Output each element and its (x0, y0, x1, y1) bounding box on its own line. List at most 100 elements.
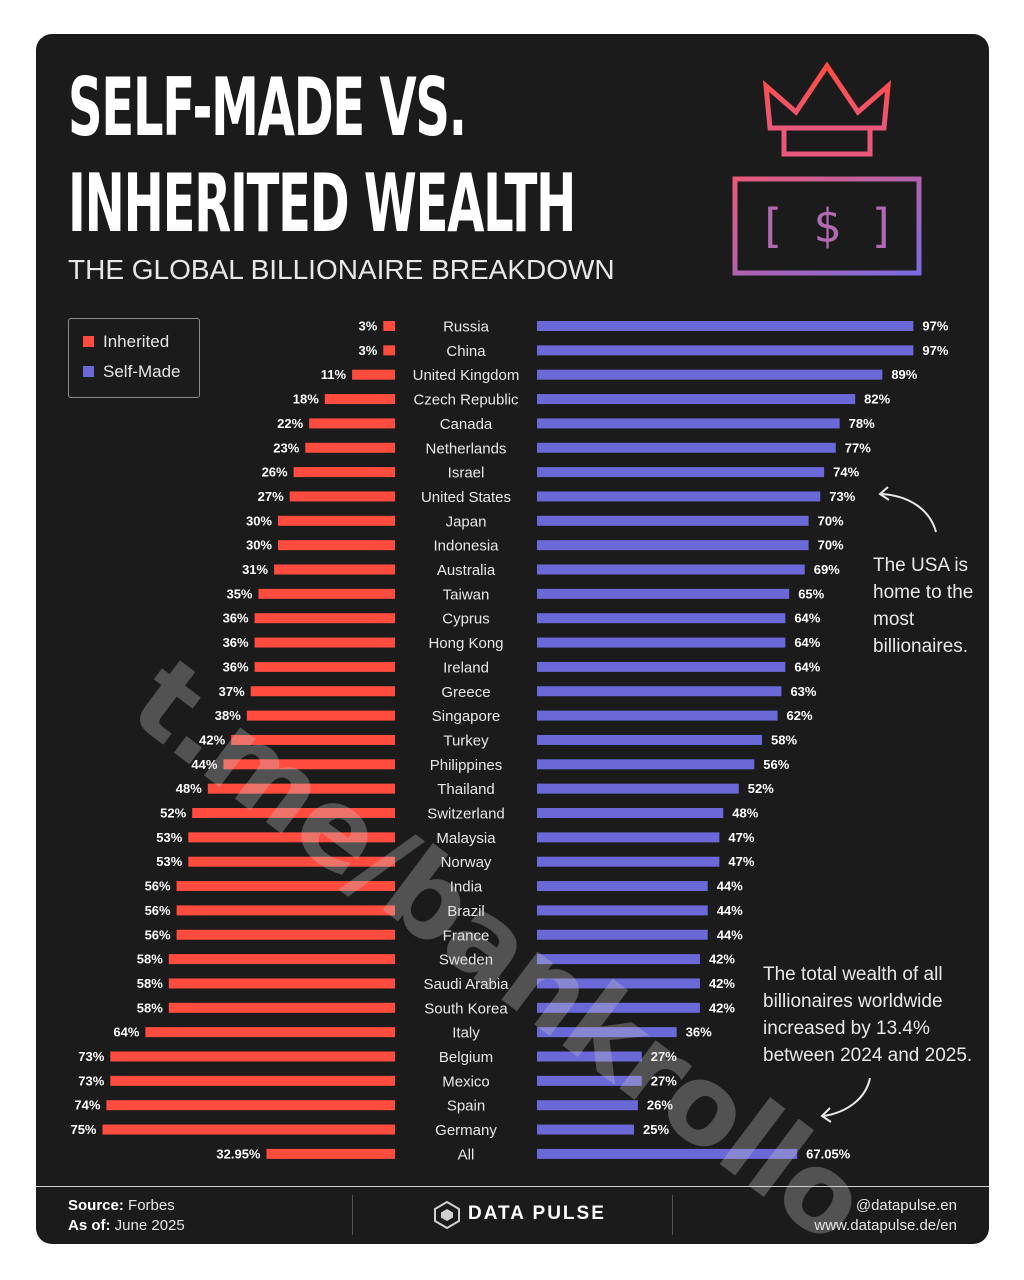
chart-row: 58% 42% South Korea (137, 1000, 736, 1017)
footer-source: Source: Forbes (68, 1197, 175, 1214)
bar-inherited (168, 1002, 395, 1013)
source-value: Forbes (128, 1197, 175, 1214)
bar-inherited (168, 978, 395, 989)
data-label-inherited: 3% (359, 319, 378, 334)
category-label: Saudi Arabia (423, 976, 509, 993)
category-label: Turkey (443, 732, 489, 749)
data-label-inherited: 58% (137, 1000, 163, 1015)
bar-inherited (207, 783, 395, 794)
bar-self-made (537, 442, 836, 453)
data-label-self-made: 56% (763, 757, 789, 772)
data-label-self-made: 67.05% (806, 1146, 851, 1161)
category-label: United Kingdom (413, 367, 520, 384)
bar-inherited (110, 1075, 396, 1086)
category-label: China (446, 343, 486, 360)
footer-website[interactable]: www.datapulse.de/en (814, 1217, 957, 1234)
bar-self-made (537, 978, 700, 989)
category-label: Russia (443, 319, 490, 336)
legend-item-inherited: Inherited (83, 332, 169, 352)
data-label-inherited: 73% (78, 1049, 104, 1064)
category-label: Japan (446, 513, 487, 530)
data-label-self-made: 47% (728, 830, 754, 845)
bar-inherited (176, 881, 395, 892)
legend-swatch-self-made (83, 366, 94, 377)
category-label: Greece (441, 684, 490, 701)
footer-divider-right (672, 1195, 673, 1235)
data-label-inherited: 44% (191, 757, 217, 772)
legend-item-self-made: Self-Made (83, 362, 180, 382)
chart-row: 27% 73% United States (258, 489, 856, 506)
bar-self-made (537, 783, 739, 794)
data-label-inherited: 52% (160, 806, 186, 821)
category-label: South Korea (424, 1000, 508, 1017)
data-label-inherited: 22% (277, 416, 303, 431)
chart-row: 75% 25% Germany (70, 1122, 669, 1139)
chart-row: 26% 74% Israel (262, 465, 860, 482)
data-label-self-made: 97% (922, 343, 948, 358)
data-label-inherited: 56% (145, 927, 171, 942)
bar-inherited (305, 442, 395, 453)
data-label-inherited: 37% (219, 684, 245, 699)
chart-row: 36% 64% Hong Kong (223, 635, 821, 652)
data-label-inherited: 56% (145, 879, 171, 894)
data-label-inherited: 35% (226, 586, 252, 601)
butterfly-bar-chart: 3% 97% Russia 3% 97% China 11% 89% United Kingdo… (70, 319, 949, 1164)
bar-inherited (309, 418, 395, 429)
bar-self-made (537, 637, 786, 648)
data-label-self-made: 42% (709, 1000, 735, 1015)
bar-self-made (537, 418, 840, 429)
bar-inherited (250, 686, 395, 697)
data-label-inherited: 36% (223, 611, 249, 626)
data-label-inherited: 58% (137, 976, 163, 991)
chart-row: 35% 65% Taiwan (226, 586, 824, 603)
data-label-inherited: 36% (223, 635, 249, 650)
bar-inherited (192, 808, 395, 818)
bar-self-made (537, 1002, 700, 1013)
chart-row: 56% 44% France (145, 927, 744, 944)
category-label: Belgium (439, 1049, 493, 1066)
bar-inherited (145, 1027, 395, 1038)
data-label-self-made: 70% (818, 538, 844, 553)
data-label-self-made: 70% (818, 513, 844, 528)
data-label-self-made: 64% (794, 611, 820, 626)
chart-row: 23% 77% Netherlands (273, 440, 871, 457)
data-label-self-made: 69% (814, 562, 840, 577)
bar-inherited (293, 467, 395, 478)
bar-inherited (278, 515, 395, 526)
data-label-inherited: 23% (273, 440, 299, 455)
data-label-self-made: 65% (798, 586, 824, 601)
bar-self-made (537, 613, 786, 624)
category-label: Italy (452, 1025, 480, 1042)
bar-self-made (537, 491, 821, 502)
bar-self-made (537, 1027, 677, 1038)
footer-handle[interactable]: @datapulse.en (855, 1197, 957, 1214)
data-label-self-made: 42% (709, 976, 735, 991)
bar-inherited (231, 734, 395, 745)
bar-self-made (537, 1075, 642, 1086)
data-label-self-made: 26% (647, 1098, 673, 1113)
chart-row: 3% 97% China (359, 343, 949, 360)
data-label-inherited: 53% (156, 830, 182, 845)
bar-self-made (537, 1124, 634, 1135)
data-label-self-made: 82% (864, 392, 890, 407)
bar-self-made (537, 954, 700, 965)
category-label: Philippines (430, 757, 503, 774)
chart-row: 56% 44% India (145, 879, 744, 896)
bar-self-made (537, 321, 914, 331)
data-label-self-made: 64% (794, 635, 820, 650)
bar-self-made (537, 734, 763, 745)
chart-row: 36% 64% Cyprus (223, 611, 821, 628)
bar-self-made (537, 661, 786, 672)
bar-self-made (537, 905, 708, 916)
category-label: Thailand (437, 781, 495, 798)
data-label-inherited: 74% (74, 1098, 100, 1113)
data-label-inherited: 38% (215, 708, 241, 723)
bar-inherited (258, 588, 395, 599)
data-label-self-made: 78% (849, 416, 875, 431)
bar-self-made (537, 467, 825, 478)
data-label-self-made: 73% (829, 489, 855, 504)
source-label: Source: (68, 1197, 124, 1214)
infographic-card: SELF-MADE VS. INHERITED WEALTH THE GLOBA… (36, 34, 989, 1244)
chart-row: 48% 52% Thailand (176, 781, 774, 798)
chart-row: 11% 89% United Kingdom (321, 367, 918, 384)
